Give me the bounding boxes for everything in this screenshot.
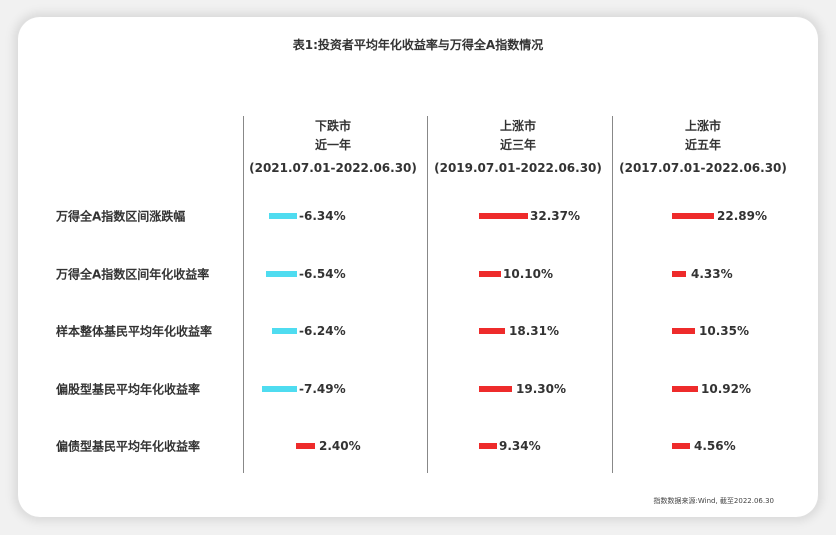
chart-title: 表1:投资者平均年化收益率与万得全A指数情况 (292, 38, 544, 52)
column-header-range: (2017.07.01-2022.06.30) (619, 161, 787, 175)
row-label: 万得全A指数区间年化收益率 (56, 267, 210, 282)
bar-value: 2.40% (319, 439, 361, 453)
bar-value: 4.56% (694, 439, 736, 453)
bar-negative (272, 328, 297, 334)
bar-positive (479, 213, 528, 219)
column-header-line2: 近五年 (684, 138, 721, 152)
bar-negative (266, 271, 297, 277)
column-header-line2: 近三年 (499, 138, 536, 152)
bar-positive (672, 443, 690, 449)
bar-value: 32.37% (530, 209, 580, 223)
column-divider (243, 116, 244, 473)
bar-value: -6.54% (299, 267, 346, 281)
column-divider (612, 116, 613, 473)
bar-value: -6.24% (299, 324, 346, 338)
column-header-line2: 近一年 (314, 138, 351, 152)
column-header-2: 上涨市 近三年 (2019.07.01-2022.06.30) (428, 117, 608, 178)
bar-value: 4.33% (691, 267, 733, 281)
bar-value: 18.31% (509, 324, 559, 338)
bar-negative (269, 213, 297, 219)
column-header-3: 上涨市 近五年 (2017.07.01-2022.06.30) (613, 117, 793, 178)
bar-value: 10.35% (699, 324, 749, 338)
column-header-line1: 上涨市 (684, 119, 721, 133)
bar-positive (479, 328, 505, 334)
bar-value: 19.30% (516, 382, 566, 396)
bar-negative (262, 386, 297, 392)
bar-value: 10.10% (503, 267, 553, 281)
column-header-line1: 上涨市 (499, 119, 536, 133)
bar-positive (672, 271, 686, 277)
data-source-note: 指数数据来源:Wind, 截至2022.06.30 (653, 497, 774, 505)
row-label: 万得全A指数区间涨跌幅 (56, 209, 186, 224)
bar-positive (479, 386, 512, 392)
bar-positive (672, 213, 714, 219)
column-divider (427, 116, 428, 473)
bar-positive (479, 443, 497, 449)
bar-value: -7.49% (299, 382, 346, 396)
bar-value: 22.89% (717, 209, 767, 223)
column-header-line1: 下跌市 (314, 119, 351, 133)
bar-positive (672, 328, 695, 334)
bar-value: -6.34% (299, 209, 346, 223)
bar-value: 10.92% (701, 382, 751, 396)
chart-card (18, 17, 818, 517)
column-header-1: 下跌市 近一年 (2021.07.01-2022.06.30) (243, 117, 423, 178)
row-label: 偏债型基民平均年化收益率 (56, 439, 201, 454)
row-label: 偏股型基民平均年化收益率 (56, 382, 201, 397)
bar-positive (479, 271, 501, 277)
column-header-range: (2021.07.01-2022.06.30) (249, 161, 417, 175)
bar-positive (672, 386, 698, 392)
bar-positive (296, 443, 315, 449)
column-header-range: (2019.07.01-2022.06.30) (434, 161, 602, 175)
bar-value: 9.34% (499, 439, 541, 453)
row-label: 样本整体基民平均年化收益率 (56, 324, 213, 339)
